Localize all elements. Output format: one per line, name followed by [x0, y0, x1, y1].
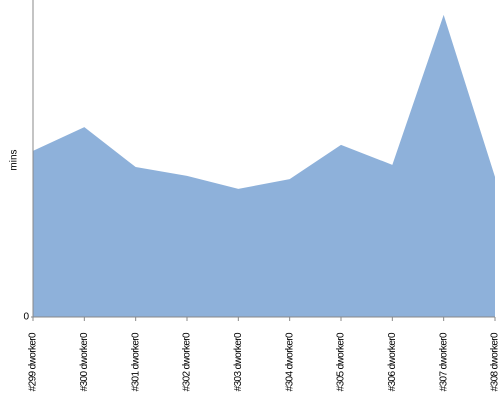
x-tick-label: #308 dworker0 — [490, 332, 500, 391]
area — [33, 14, 495, 318]
x-tick-label: #304 dworker0 — [284, 332, 295, 391]
x-tick-label: #307 dworker0 — [438, 332, 449, 391]
x-tick-label: #306 dworker0 — [387, 332, 398, 391]
y-axis-label: mins — [9, 149, 20, 170]
x-tick-label: #301 dworker0 — [130, 332, 141, 391]
x-tick-label: #302 dworker0 — [182, 332, 193, 391]
x-tick-label: #300 dworker0 — [79, 332, 90, 391]
x-tick-label: #305 dworker0 — [336, 332, 347, 391]
x-tick-label: #299 dworker0 — [28, 332, 39, 391]
x-tick-label: #303 dworker0 — [233, 332, 244, 391]
y-tick-label: 0 — [23, 312, 29, 323]
